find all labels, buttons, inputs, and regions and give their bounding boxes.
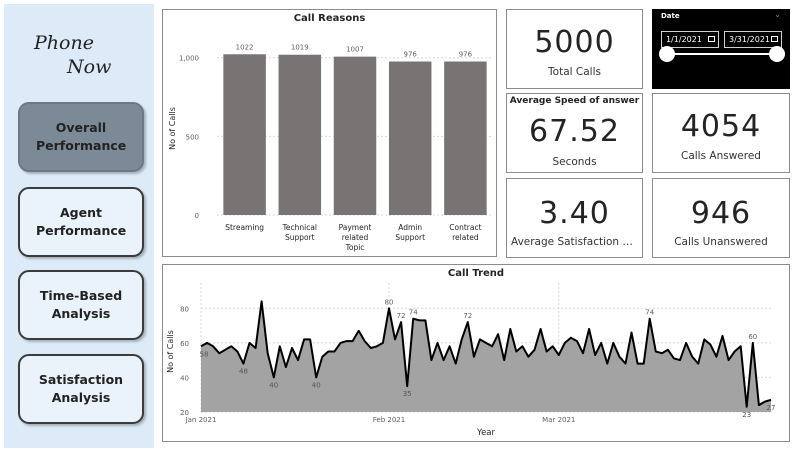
date-range-track[interactable] [667, 53, 777, 55]
x-tick-label: Contract [449, 223, 481, 232]
nav-overall-performance-button[interactable]: Overall Performance [18, 102, 144, 172]
data-label: 58 [200, 350, 209, 358]
data-label: 60 [748, 333, 757, 341]
calls-unanswered-card: 946 Calls Unanswered [652, 178, 790, 258]
data-label: 23 [742, 411, 751, 419]
x-tick-label: Admin [398, 223, 422, 232]
trend-line [200, 300, 772, 408]
calendar-icon[interactable] [708, 36, 715, 42]
x-tick-label: Streaming [225, 223, 264, 232]
sidebar: Phone Now Overall Performance Agent Perf… [4, 4, 154, 448]
calls-unanswered-value: 946 [690, 196, 752, 231]
call-trend-title: Call Trend [447, 268, 505, 279]
end-date-handle[interactable] [769, 46, 785, 62]
x-tick-label: Feb 2021 [373, 416, 405, 424]
bar [333, 56, 377, 216]
bar-data-label: 1022 [236, 43, 254, 51]
data-label: 27 [767, 404, 776, 412]
y-tick-label: 1,000 [179, 55, 199, 63]
start-date-handle[interactable] [659, 46, 675, 62]
x-tick-label: Support [285, 233, 315, 242]
call-trend-chart: 20 40 60 80 Jan 2021 Feb 2021 Mar 2021 No of Ca… [166, 283, 776, 438]
nav-label: Agent Performance [36, 205, 127, 238]
logo-line-1: Phone [34, 32, 94, 54]
call-trend-card: Call Trend 20 40 60 80 Jan 2021 Feb 2021 Mar 2… [162, 264, 790, 442]
bar [444, 61, 487, 216]
bar [278, 54, 322, 215]
x-tick-label: Technical [282, 223, 317, 232]
x-tick-label: Topic [345, 243, 365, 252]
x-tick-label: Mar 2021 [542, 416, 575, 424]
start-date-value: 1/1/2021 [666, 35, 702, 44]
data-label: 74 [409, 309, 418, 317]
total-calls-card: 5000 Total Calls [506, 9, 643, 89]
x-tick-label: Support [395, 233, 425, 242]
calls-unanswered-label: Calls Unanswered [674, 236, 768, 248]
data-label: 74 [645, 309, 654, 317]
date-slicer-title: Date [661, 12, 680, 20]
calls-answered-card: 4054 Calls Answered [652, 93, 790, 173]
nav-time-based-analysis-button[interactable]: Time-Based Analysis [18, 270, 144, 340]
nav-agent-performance-button[interactable]: Agent Performance [18, 187, 144, 257]
calendar-icon[interactable] [771, 36, 778, 42]
avg-satisfaction-card: 3.40 Average Satisfaction R... [506, 178, 643, 258]
end-date-input[interactable]: 3/31/2021 [724, 31, 782, 48]
start-date-input[interactable]: 1/1/2021 [661, 31, 719, 48]
avg-satisfaction-value: 3.40 [539, 196, 610, 231]
logo-line-2: Now [67, 56, 112, 78]
avg-satisfaction-label: Average Satisfaction R... [511, 236, 640, 248]
bar-data-label: 976 [459, 51, 473, 59]
data-label: 35 [403, 390, 412, 398]
data-label: 72 [397, 312, 406, 320]
x-axis-title: Year [476, 428, 496, 438]
data-label: 72 [463, 312, 472, 320]
end-date-value: 3/31/2021 [729, 35, 771, 44]
bar-data-label: 1019 [291, 44, 309, 52]
avg-speed-card: Average Speed of answer 67.52 Seconds [506, 93, 643, 173]
y-axis-title: No of Calls [166, 330, 175, 373]
y-tick-label: 60 [180, 340, 189, 348]
y-tick-label: 20 [180, 409, 189, 417]
y-axis-title: No of Calls [168, 107, 177, 150]
bar [223, 54, 266, 215]
data-label: 40 [269, 381, 278, 389]
x-tick-label: Jan 2021 [185, 416, 217, 424]
total-calls-value: 5000 [534, 25, 615, 60]
y-tick-label: 0 [195, 212, 199, 220]
x-tick-label: Payment [339, 223, 372, 232]
call-reasons-card: Call Reasons 0 500 1,000 No of Calls 1022 Str… [162, 9, 497, 257]
nav-label: Overall Performance [36, 120, 127, 153]
date-slicer: Date ⌄ 1/1/2021 3/31/2021 [652, 9, 790, 89]
data-label: 40 [312, 381, 321, 389]
call-reasons-title: Call Reasons [293, 13, 366, 24]
avg-speed-value: 67.52 [529, 114, 620, 149]
y-tick-label: 500 [186, 133, 199, 141]
bar-data-label: 1007 [346, 46, 364, 54]
bar-data-label: 976 [404, 51, 418, 59]
trend-area [201, 301, 771, 412]
x-tick-label: related [342, 233, 369, 242]
nav-label: Satisfaction Analysis [38, 372, 124, 405]
nav-label: Time-Based Analysis [39, 288, 123, 321]
bar [388, 61, 432, 216]
data-label: 80 [385, 298, 394, 306]
chevron-down-icon[interactable]: ⌄ [774, 10, 781, 19]
y-tick-label: 80 [180, 305, 189, 313]
data-label: 48 [239, 368, 248, 376]
nav-satisfaction-analysis-button[interactable]: Satisfaction Analysis [18, 354, 144, 424]
calls-answered-value: 4054 [680, 109, 762, 144]
avg-speed-title: Average Speed of answer [509, 96, 640, 106]
x-tick-label: related [452, 233, 479, 242]
total-calls-label: Total Calls [548, 66, 601, 78]
calls-answered-label: Calls Answered [681, 150, 761, 162]
call-reasons-chart: 0 500 1,000 No of Calls 1022 Streaming 1019 Tec… [168, 43, 493, 252]
y-tick-label: 40 [180, 374, 189, 382]
avg-speed-label: Seconds [552, 156, 597, 168]
